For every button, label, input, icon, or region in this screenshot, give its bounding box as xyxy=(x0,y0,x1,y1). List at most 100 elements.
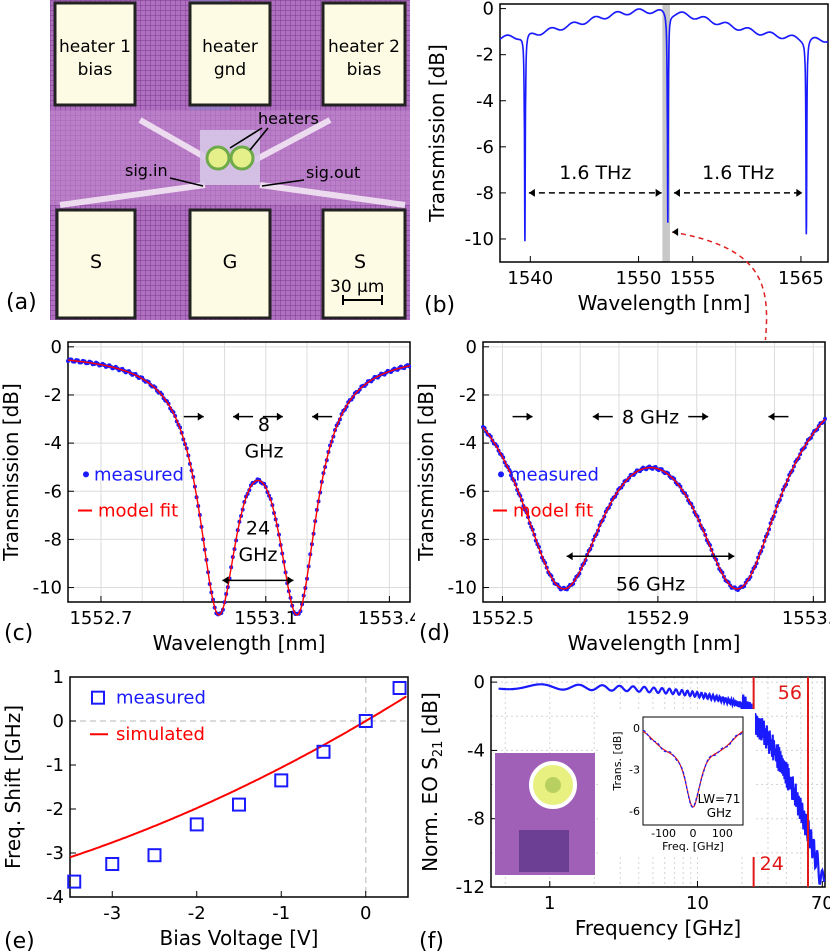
panel-label-c: (c) xyxy=(4,621,33,646)
y-axis-label-sub: 21 xyxy=(431,741,446,758)
split-label: 56 GHz xyxy=(616,574,685,596)
y-tick-label: -3 xyxy=(46,843,64,864)
x-tick-label: 1552.7 xyxy=(69,608,132,629)
x-tick-label: 10 xyxy=(686,893,709,914)
eo-response-trace xyxy=(498,683,826,885)
inset-x-tick-label: 0 xyxy=(690,827,697,840)
pad-heater-1-bias: heater 1 bias xyxy=(53,1,137,107)
plot-frame xyxy=(67,341,411,603)
arrow-head xyxy=(728,552,735,561)
inset-y-label: Trans. [dB] xyxy=(611,731,624,791)
arrow-head xyxy=(526,412,533,421)
heaters-label: heaters xyxy=(258,109,319,128)
inset-x-tick-label: 100 xyxy=(712,827,733,840)
measured-point xyxy=(189,817,204,832)
pad-label: bias xyxy=(78,60,113,80)
arrow-head xyxy=(702,412,709,421)
legend-label-fit: model fit xyxy=(513,501,593,522)
arrow-head xyxy=(673,188,680,197)
measured-point xyxy=(232,797,246,812)
y-tick-label: -12 xyxy=(456,877,485,898)
plot-frame xyxy=(499,3,829,263)
bandwidth-label: 24 xyxy=(760,853,784,875)
sig-out-label: sig.out xyxy=(306,163,360,182)
x-tick-label: 1565 xyxy=(778,268,824,289)
y-tick-label: -6 xyxy=(476,137,494,158)
chart-c: 1552.7 1553.1 1553.4 0 -2 -4 -6 -8 -10 Wavelength… xyxy=(0,337,415,655)
plot-frame xyxy=(482,341,826,603)
arrow-head xyxy=(222,576,229,585)
arrow-head xyxy=(276,412,283,421)
spacing-label: 1.6 THz xyxy=(702,162,774,184)
arrow-head xyxy=(592,412,599,421)
highlight-band xyxy=(662,4,670,262)
split-label: GHz xyxy=(238,544,277,566)
x-tick-label: -1 xyxy=(272,903,290,924)
chart-d: 1552.5 1552.9 1553.3 0 -2 -4 -6 -8 -10 Wavelength… xyxy=(415,337,830,655)
arrow-head xyxy=(287,576,294,585)
x-tick-label: 1553.4 xyxy=(358,608,415,629)
y-tick-label: -10 xyxy=(448,578,477,599)
chart-f: 1 10 70 0 -4 -8 -12 Frequency [GHz] Norm. EO S21… xyxy=(418,672,830,952)
sig-in-label: sig.in xyxy=(125,161,168,180)
plot-frame xyxy=(490,676,826,888)
svg-text:G: G xyxy=(223,251,238,273)
panel-label-d: (d) xyxy=(419,621,450,646)
svg-text:S: S xyxy=(354,251,366,273)
measured-point xyxy=(358,714,373,728)
y-tick-label: -8 xyxy=(476,183,494,204)
arrow-head xyxy=(528,188,535,197)
svg-text:S: S xyxy=(90,251,102,273)
measured-point xyxy=(316,744,331,759)
y-tick-label: -8 xyxy=(467,809,485,830)
pad-label: heater 1 xyxy=(59,37,131,57)
x-tick-label: -3 xyxy=(103,903,121,924)
y-axis-label-unit: [dB] xyxy=(418,692,442,740)
arrow-head xyxy=(796,188,803,197)
inset-ring-core xyxy=(545,777,561,793)
y-tick-label: -8 xyxy=(44,529,62,550)
x-tick-label: 1553.3 xyxy=(782,608,830,629)
pad-heater-gnd: heater gnd xyxy=(188,1,272,107)
legend-marker-measured xyxy=(498,471,504,478)
y-tick-label: -4 xyxy=(476,91,494,112)
panel-label-b: (b) xyxy=(424,293,455,318)
inset-measured-line xyxy=(642,729,744,808)
chart-e: -3 -2 -1 0 1 0 -1 -2 -3 -4 Bias Voltage [V] Freq. S… xyxy=(1,667,409,952)
measured-series xyxy=(66,357,412,617)
legend-label-measured: measured xyxy=(116,688,206,709)
fwhm-label: GHz xyxy=(244,441,283,463)
arrow-head xyxy=(672,228,679,237)
spacing-label: 1.6 THz xyxy=(559,162,631,184)
legend-label-simulated: simulated xyxy=(116,724,205,745)
fwhm-label: 8 xyxy=(258,414,270,436)
legend-label-fit: model fit xyxy=(98,501,178,522)
fwhm-label: 8 GHz xyxy=(622,407,679,429)
y-tick-label: -2 xyxy=(46,799,64,820)
y-tick-label: 0 xyxy=(483,0,494,20)
arrow-head xyxy=(233,412,240,421)
x-tick-label: 70 xyxy=(811,893,830,914)
measured-point xyxy=(392,681,407,695)
legend-label-measured: measured xyxy=(509,464,599,485)
y-axis-label: Freq. Shift [GHz] xyxy=(1,705,25,869)
micrograph-panel: heater 1 bias heater gnd heater 2 bias S… xyxy=(0,0,420,330)
arrow-head xyxy=(566,552,573,561)
bandwidth-label: 56 xyxy=(778,682,802,704)
panel-label-e: (e) xyxy=(4,929,35,952)
pad-label: gnd xyxy=(214,60,246,80)
pad-label: bias xyxy=(347,60,382,80)
micrograph-image: heater 1 bias heater gnd heater 2 bias S… xyxy=(50,0,410,320)
y-tick-label: -4 xyxy=(46,887,64,908)
y-tick-label: -6 xyxy=(459,481,477,502)
y-axis-label: Transmission [dB] xyxy=(425,44,449,223)
y-tick-label: 0 xyxy=(53,711,64,732)
y-tick-label: -6 xyxy=(44,481,62,502)
inset-annotation: LW=71 xyxy=(698,792,741,806)
plot-frame xyxy=(69,676,409,898)
y-tick-label: -8 xyxy=(459,529,477,550)
x-tick-label: 1552.9 xyxy=(626,608,689,629)
chart-b: 1540 1550 1555 1565 0 -2 -4 -6 -8 -10 Wavelength [… xyxy=(424,0,829,340)
inset-y-tick-label: 0 xyxy=(633,722,640,735)
x-tick-label: -2 xyxy=(188,903,206,924)
